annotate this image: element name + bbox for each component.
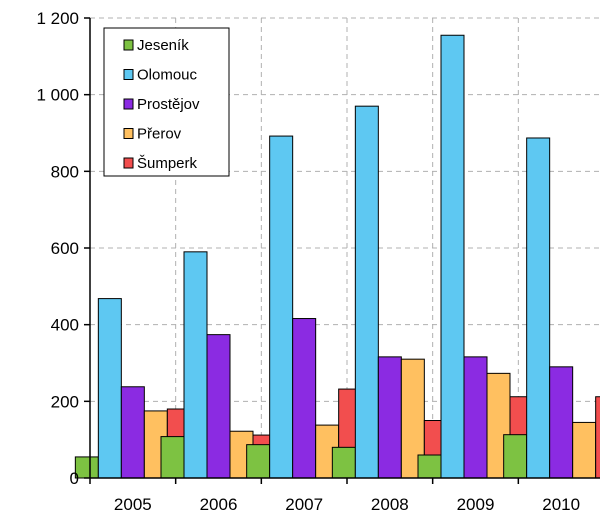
- legend-swatch-Olomouc: [123, 69, 134, 80]
- bar-Šumperk-2010: [595, 396, 600, 479]
- legend: Jeseník Olomouc Prostějov Přerov Šumperk: [103, 27, 230, 177]
- legend-label-Přerov: Přerov: [137, 126, 182, 143]
- legend-label-Olomouc: Olomouc: [137, 67, 198, 84]
- y-tick-label-800: 800: [51, 162, 79, 181]
- bar-Prostějov-2007: [292, 318, 317, 479]
- legend-label-Šumperk: Šumperk: [137, 155, 198, 172]
- legend-swatch-Přerov: [123, 128, 134, 139]
- bar-Jeseník-2010: [503, 434, 528, 479]
- bar-Prostějov-2009: [463, 356, 488, 479]
- bar-Jeseník-2007: [246, 444, 271, 479]
- bar-Olomouc-2008: [354, 105, 379, 479]
- y-tick-label-600: 600: [51, 239, 79, 258]
- x-tick-label-2008: 2008: [371, 495, 409, 514]
- x-tick-label-2005: 2005: [114, 495, 152, 514]
- legend-swatch-Jeseník: [123, 39, 134, 51]
- y-tick-label-400: 400: [51, 316, 79, 335]
- legend-label-Prostějov: Prostějov: [137, 96, 200, 113]
- bar-Jeseník-2009: [417, 454, 442, 479]
- bar-Prostějov-2005: [120, 386, 145, 479]
- x-tick-label-2009: 2009: [457, 495, 495, 514]
- bar-Jeseník-2008: [331, 446, 356, 479]
- bar-Olomouc-2007: [269, 135, 294, 479]
- bar-Jeseník-2006: [160, 436, 185, 479]
- bar-Prostějov-2010: [549, 366, 574, 479]
- x-tick-label-2010: 2010: [542, 495, 580, 514]
- bar-Prostějov-2006: [206, 334, 231, 479]
- legend-label-Jeseník: Jeseník: [137, 37, 189, 54]
- legend-swatch-Šumperk: [123, 157, 134, 169]
- y-tick-label-200: 200: [51, 392, 79, 411]
- bars: [74, 34, 600, 479]
- bar-Přerov-2010: [572, 421, 597, 479]
- legend-swatch-Prostějov: [123, 98, 134, 110]
- bar-Olomouc-2010: [526, 137, 551, 479]
- y-tick-label-1200: 1 200: [36, 9, 79, 28]
- bar-Olomouc-2006: [183, 251, 208, 479]
- bar-Olomouc-2009: [440, 34, 465, 479]
- bar-Prostějov-2008: [377, 356, 402, 479]
- x-tick-label-2006: 2006: [200, 495, 238, 514]
- bar-Olomouc-2005: [97, 298, 122, 479]
- y-tick-label-1000: 1 000: [36, 86, 79, 105]
- x-tick-label-2007: 2007: [285, 495, 323, 514]
- y-tick-label-0: 0: [70, 469, 79, 488]
